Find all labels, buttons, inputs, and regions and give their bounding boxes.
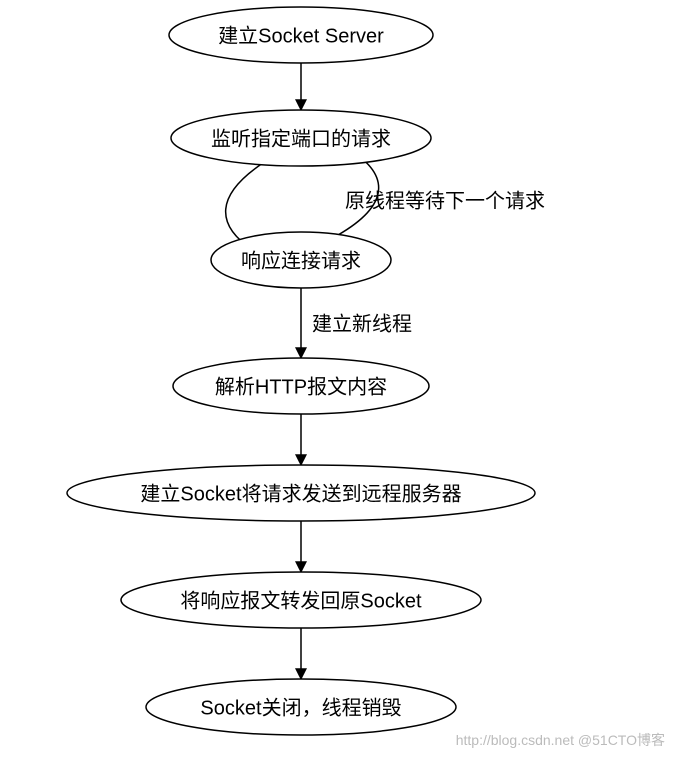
node-label: Socket关闭，线程销毁 bbox=[200, 696, 401, 719]
edge-label-n3-n4: 建立新线程 bbox=[312, 312, 412, 335]
edge-label-n3-n2: 原线程等待下一个请求 bbox=[345, 189, 545, 212]
node-close-socket: Socket关闭，线程销毁 bbox=[146, 679, 456, 735]
flowchart-canvas: 原线程等待下一个请求 建立新线程 建立Socket Server 监听指定端口的… bbox=[0, 0, 673, 759]
watermark-text: http://blog.csdn.net @51CTO博客 bbox=[456, 732, 665, 748]
node-label: 响应连接请求 bbox=[241, 249, 361, 272]
node-label: 监听指定端口的请求 bbox=[211, 127, 391, 150]
node-establish-socket-server: 建立Socket Server bbox=[169, 7, 433, 63]
node-label: 解析HTTP报文内容 bbox=[215, 375, 387, 398]
node-respond-connection: 响应连接请求 bbox=[211, 232, 391, 288]
node-label: 建立Socket将请求发送到远程服务器 bbox=[140, 482, 461, 505]
node-parse-http: 解析HTTP报文内容 bbox=[173, 358, 429, 414]
nodes-group: 建立Socket Server 监听指定端口的请求 响应连接请求 解析HTTP报… bbox=[67, 7, 535, 735]
node-send-remote: 建立Socket将请求发送到远程服务器 bbox=[67, 465, 535, 521]
node-label: 将响应报文转发回原Socket bbox=[180, 589, 422, 612]
node-listen-port: 监听指定端口的请求 bbox=[171, 110, 431, 166]
node-forward-response: 将响应报文转发回原Socket bbox=[121, 572, 481, 628]
node-label: 建立Socket Server bbox=[218, 24, 384, 47]
